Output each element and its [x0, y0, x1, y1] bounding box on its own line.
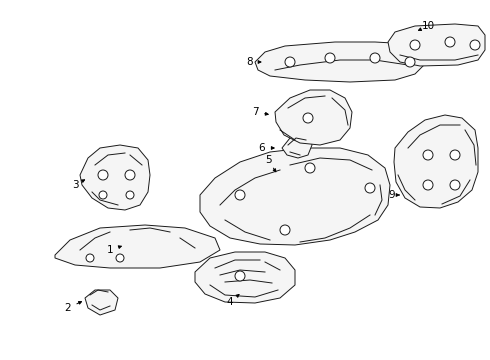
Circle shape [325, 53, 335, 63]
Polygon shape [394, 115, 478, 208]
Text: 1: 1 [107, 245, 113, 255]
Polygon shape [255, 42, 425, 82]
Polygon shape [85, 290, 118, 315]
Polygon shape [275, 90, 352, 145]
Circle shape [125, 170, 135, 180]
Text: 5: 5 [265, 155, 271, 165]
Polygon shape [200, 148, 390, 245]
Circle shape [86, 254, 94, 262]
Circle shape [303, 113, 313, 123]
Circle shape [450, 180, 460, 190]
Circle shape [423, 180, 433, 190]
Polygon shape [388, 24, 485, 66]
Polygon shape [282, 132, 312, 158]
Circle shape [470, 40, 480, 50]
Circle shape [235, 271, 245, 281]
Polygon shape [55, 225, 220, 268]
Text: 4: 4 [227, 297, 233, 307]
Polygon shape [195, 252, 295, 303]
Circle shape [98, 170, 108, 180]
Circle shape [99, 191, 107, 199]
Circle shape [365, 183, 375, 193]
Polygon shape [80, 145, 150, 210]
Circle shape [285, 57, 295, 67]
Circle shape [423, 150, 433, 160]
Circle shape [445, 37, 455, 47]
Text: 8: 8 [246, 57, 253, 67]
Circle shape [116, 254, 124, 262]
Text: 2: 2 [65, 303, 72, 313]
Circle shape [370, 53, 380, 63]
Circle shape [280, 225, 290, 235]
Circle shape [126, 191, 134, 199]
Circle shape [410, 40, 420, 50]
Text: 6: 6 [259, 143, 265, 153]
Circle shape [305, 163, 315, 173]
Text: 9: 9 [389, 190, 395, 200]
Text: 3: 3 [72, 180, 78, 190]
Text: 10: 10 [421, 21, 435, 31]
Circle shape [235, 190, 245, 200]
Circle shape [450, 150, 460, 160]
Text: 7: 7 [252, 107, 258, 117]
Circle shape [405, 57, 415, 67]
